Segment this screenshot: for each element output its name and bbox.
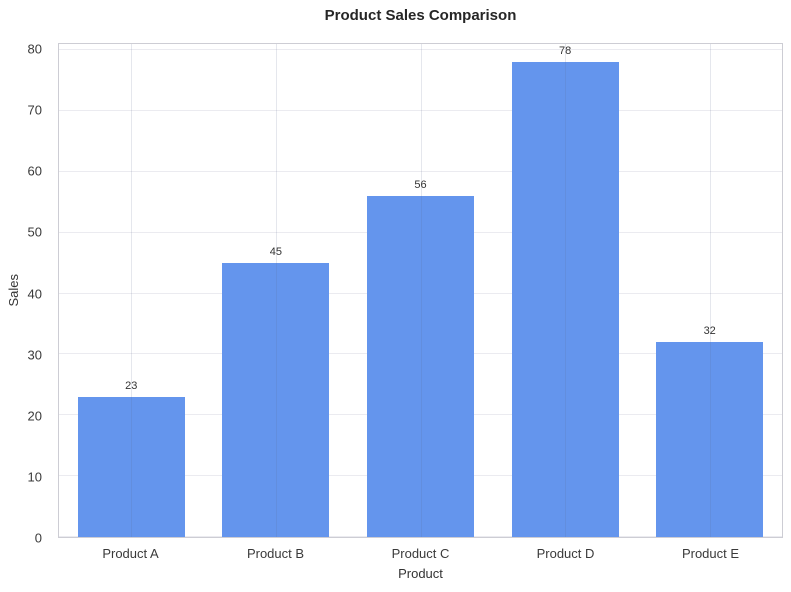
vertical-gridline — [709, 44, 711, 537]
y-tick-label: 30 — [27, 347, 42, 363]
bar — [656, 342, 764, 537]
y-tick-label: 60 — [27, 163, 42, 179]
bar — [366, 196, 474, 537]
bar — [511, 62, 619, 537]
y-tick-column: 0 10 20 30 40 50 60 70 80 — [0, 41, 50, 545]
vertical-gridline — [420, 44, 422, 537]
y-tick-label: 80 — [27, 41, 42, 57]
bar-value-label: 78 — [558, 45, 572, 58]
x-tick-label: Product B — [246, 546, 305, 561]
x-tick-label: Product A — [102, 546, 159, 561]
x-axis-title: Product — [398, 566, 443, 581]
x-tick-label: Product C — [391, 546, 450, 561]
x-tick-row: Product A Product B Product C Product D Prod… — [58, 546, 783, 564]
y-tick-label: 20 — [27, 408, 42, 424]
horizontal-gridline — [59, 170, 782, 172]
horizontal-gridline — [59, 49, 782, 51]
y-tick-label: 10 — [27, 469, 42, 485]
bar — [77, 397, 185, 537]
bar-value-label: 32 — [703, 325, 716, 338]
vertical-gridline — [275, 44, 277, 537]
y-tick-label: 0 — [34, 530, 42, 546]
vertical-gridline — [131, 44, 133, 537]
y-tick-label: 50 — [27, 224, 42, 240]
horizontal-gridline — [59, 109, 782, 111]
y-tick-label: 70 — [27, 102, 42, 118]
bar — [222, 263, 330, 537]
y-tick-label: 40 — [27, 286, 42, 302]
bar-value-label: 23 — [125, 380, 138, 393]
bar-value-label: 56 — [414, 179, 427, 192]
x-tick-label: Product D — [536, 546, 595, 561]
vertical-gridline — [565, 44, 567, 537]
chart-title: Product Sales Comparison — [324, 7, 517, 24]
bar-value-label: 45 — [269, 246, 283, 259]
plot-area: 23 45 56 78 32 — [58, 43, 783, 538]
x-tick-label: Product E — [681, 546, 740, 561]
